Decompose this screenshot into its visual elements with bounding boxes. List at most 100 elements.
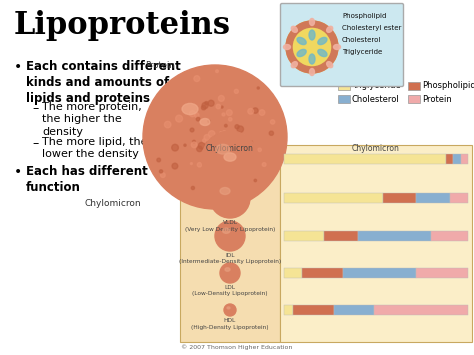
Text: LDL: LDL [225, 285, 236, 290]
Circle shape [212, 138, 219, 144]
Circle shape [216, 137, 218, 139]
Circle shape [213, 136, 219, 142]
FancyBboxPatch shape [417, 268, 468, 278]
Circle shape [259, 110, 265, 115]
Circle shape [208, 100, 214, 106]
Text: Key: Key [338, 68, 358, 78]
FancyBboxPatch shape [284, 154, 446, 164]
Circle shape [191, 163, 192, 165]
Circle shape [184, 144, 186, 146]
Ellipse shape [292, 26, 297, 32]
FancyBboxPatch shape [343, 268, 417, 278]
Ellipse shape [225, 268, 230, 271]
Circle shape [258, 148, 261, 152]
FancyBboxPatch shape [338, 82, 350, 90]
Circle shape [220, 139, 226, 145]
Text: Cholesteryl ester: Cholesteryl ester [342, 25, 401, 31]
FancyBboxPatch shape [325, 231, 357, 241]
FancyBboxPatch shape [334, 305, 374, 315]
Circle shape [220, 192, 226, 198]
Text: HDL: HDL [224, 318, 236, 323]
Ellipse shape [224, 153, 236, 161]
Text: Chylomicron: Chylomicron [352, 144, 400, 153]
FancyBboxPatch shape [284, 193, 383, 203]
Ellipse shape [227, 307, 230, 309]
Ellipse shape [309, 54, 315, 64]
Text: (Low-Density Lipoprotein): (Low-Density Lipoprotein) [192, 291, 268, 296]
Circle shape [257, 87, 259, 89]
Text: Triglyceride: Triglyceride [342, 49, 382, 55]
Circle shape [232, 175, 235, 178]
Circle shape [208, 120, 210, 122]
Circle shape [220, 263, 240, 283]
Ellipse shape [309, 30, 315, 40]
Text: IDL: IDL [225, 253, 235, 258]
Text: The more protein,
the higher the
density: The more protein, the higher the density [42, 102, 142, 137]
Text: Protein: Protein [422, 94, 452, 104]
Circle shape [192, 140, 195, 143]
Text: VLDL: VLDL [222, 220, 237, 225]
Circle shape [209, 131, 215, 137]
Circle shape [198, 142, 205, 149]
Circle shape [215, 221, 245, 251]
FancyBboxPatch shape [338, 95, 350, 103]
Circle shape [194, 76, 200, 82]
Circle shape [189, 110, 195, 117]
FancyBboxPatch shape [408, 82, 420, 90]
Circle shape [224, 141, 229, 147]
Circle shape [237, 126, 244, 132]
FancyBboxPatch shape [417, 193, 450, 203]
Circle shape [241, 146, 248, 153]
FancyBboxPatch shape [383, 193, 417, 203]
Circle shape [143, 65, 287, 209]
Circle shape [215, 144, 219, 149]
Ellipse shape [182, 103, 198, 115]
Circle shape [157, 158, 161, 162]
Text: Protein: Protein [145, 61, 175, 70]
Ellipse shape [318, 37, 327, 45]
Circle shape [202, 131, 258, 187]
Text: •: • [14, 165, 22, 179]
Circle shape [201, 105, 206, 110]
FancyBboxPatch shape [302, 268, 343, 278]
Circle shape [204, 163, 207, 166]
Circle shape [197, 163, 202, 167]
Circle shape [262, 163, 266, 166]
Circle shape [161, 173, 165, 178]
Text: Chylomicron: Chylomicron [206, 144, 254, 153]
Text: © 2007 Thomson Higher Education: © 2007 Thomson Higher Education [182, 344, 292, 350]
FancyBboxPatch shape [284, 268, 302, 278]
Circle shape [232, 162, 235, 164]
Circle shape [248, 108, 254, 114]
Ellipse shape [297, 49, 306, 56]
Circle shape [236, 147, 240, 152]
Ellipse shape [327, 26, 333, 32]
Text: Each contains different
kinds and amounts of
lipids and proteins: Each contains different kinds and amount… [26, 60, 181, 105]
Ellipse shape [200, 119, 210, 126]
Ellipse shape [292, 62, 297, 68]
Text: Cholesterol: Cholesterol [352, 94, 400, 104]
Text: •: • [14, 60, 22, 74]
Circle shape [217, 135, 219, 137]
Circle shape [222, 131, 227, 135]
Circle shape [224, 304, 236, 316]
Text: Lipoproteins: Lipoproteins [14, 10, 231, 41]
FancyBboxPatch shape [284, 231, 325, 241]
Circle shape [164, 121, 171, 128]
Circle shape [225, 124, 227, 127]
Circle shape [227, 181, 232, 186]
Ellipse shape [310, 18, 315, 26]
Ellipse shape [327, 62, 333, 68]
FancyBboxPatch shape [431, 231, 468, 241]
Wedge shape [286, 21, 338, 73]
Text: The more lipid, the
lower the density: The more lipid, the lower the density [42, 137, 147, 159]
Text: –: – [32, 137, 38, 150]
Ellipse shape [216, 144, 230, 154]
FancyBboxPatch shape [446, 154, 453, 164]
Circle shape [190, 128, 194, 132]
FancyBboxPatch shape [180, 145, 280, 342]
Circle shape [238, 155, 241, 157]
Circle shape [216, 70, 219, 72]
FancyBboxPatch shape [461, 154, 468, 164]
Circle shape [235, 125, 239, 129]
